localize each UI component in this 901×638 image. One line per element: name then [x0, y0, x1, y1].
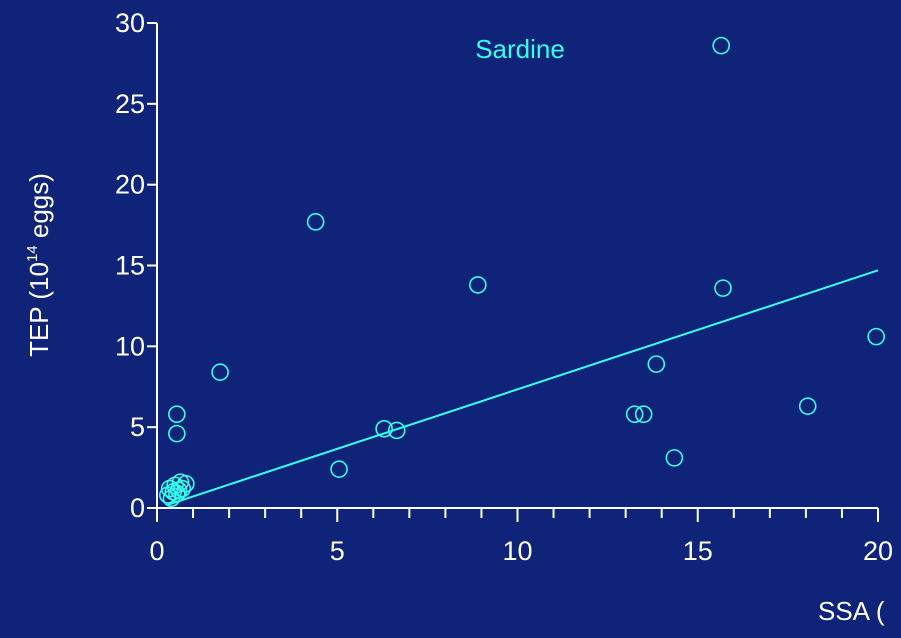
y-tick-label: 30 — [115, 8, 145, 38]
x-tick-label: 10 — [502, 536, 532, 566]
data-point — [330, 460, 348, 479]
annotation-label: Sardine — [475, 34, 565, 64]
data-point — [714, 279, 732, 297]
data-point — [625, 405, 644, 424]
x-tick-label: 15 — [683, 536, 713, 566]
data-points — [159, 36, 885, 508]
data-point — [387, 421, 406, 440]
data-point — [173, 479, 192, 498]
data-point — [375, 419, 393, 438]
data-point — [798, 397, 817, 415]
data-point — [177, 474, 195, 493]
y-axis-title: TEP (1014 eggs) — [24, 173, 54, 357]
y-tick-label: 0 — [130, 493, 145, 523]
data-point — [867, 327, 885, 346]
data-point — [712, 36, 730, 55]
trend-line — [167, 269, 879, 506]
y-axis-title-tail: eggs) — [24, 173, 54, 245]
data-point — [168, 484, 186, 503]
x-ticks: 0 5 10 15 20 — [149, 508, 893, 566]
y-tick-label: 15 — [115, 251, 145, 281]
x-axis-title: SSA ( — [818, 596, 885, 626]
data-point — [647, 355, 666, 373]
y-tick-label: 20 — [115, 170, 145, 200]
data-point — [306, 213, 325, 231]
x-tick-label: 0 — [149, 536, 164, 566]
data-point — [634, 405, 653, 424]
x-tick-label: 20 — [863, 536, 893, 566]
y-ticks: 0 5 10 15 20 25 30 — [115, 8, 157, 523]
data-point — [168, 424, 186, 443]
y-axis-title-main: TEP (10 — [24, 262, 54, 357]
data-point — [665, 449, 684, 467]
y-axis-title-superscript: 14 — [24, 245, 41, 262]
data-point — [211, 363, 229, 382]
y-tick-label: 5 — [130, 412, 145, 442]
data-point — [168, 405, 186, 424]
data-point — [469, 276, 487, 294]
y-tick-label: 10 — [115, 331, 145, 361]
x-tick-label: 5 — [330, 536, 345, 566]
y-tick-label: 25 — [115, 89, 145, 119]
